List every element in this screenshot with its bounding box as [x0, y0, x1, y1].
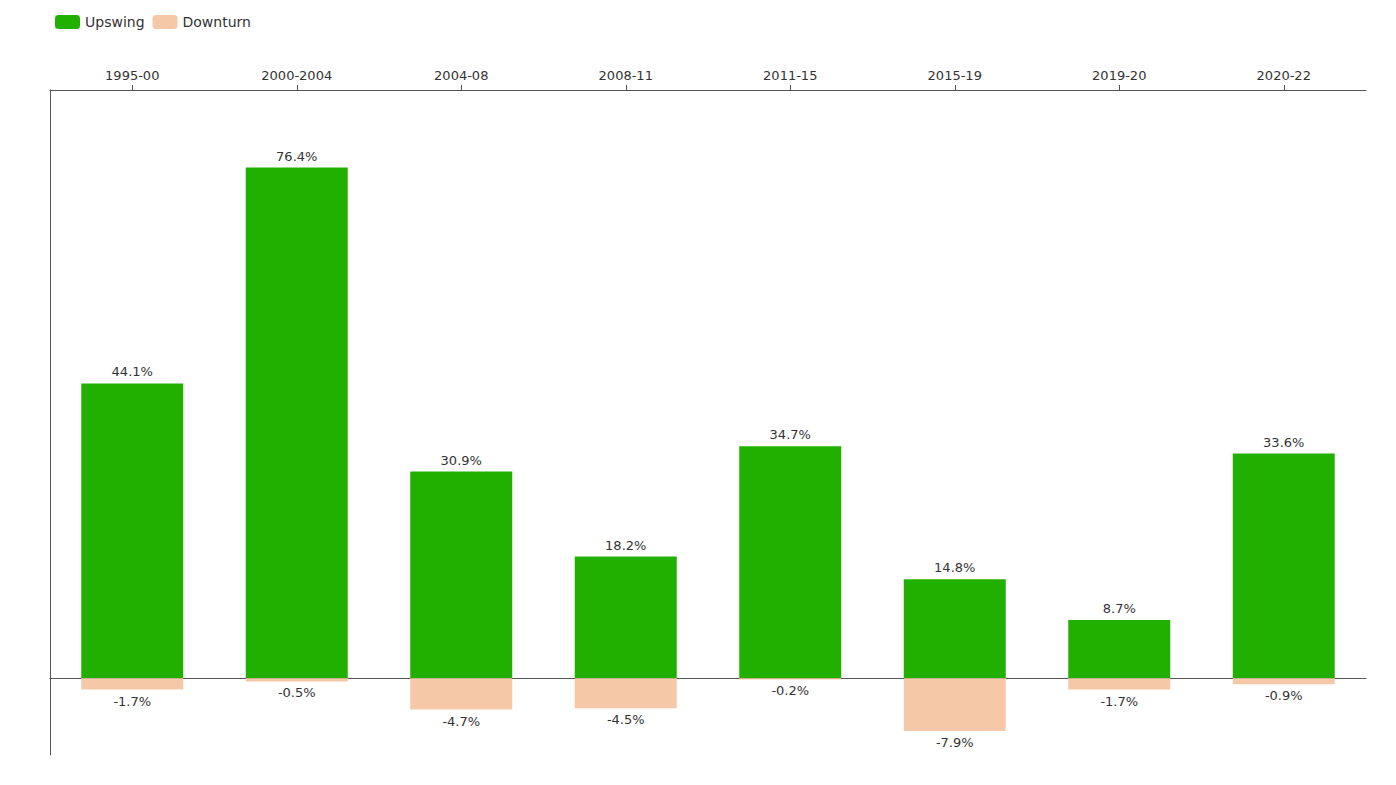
svg-text:8.7%: 8.7%	[1103, 601, 1136, 616]
svg-text:-7.9%: -7.9%	[936, 735, 974, 750]
svg-text:Downturn: Downturn	[183, 14, 251, 30]
svg-text:-1.7%: -1.7%	[1100, 694, 1138, 709]
svg-text:Upswing: Upswing	[85, 14, 145, 30]
svg-text:2000-2004: 2000-2004	[261, 68, 332, 83]
svg-text:2015-19: 2015-19	[928, 68, 982, 83]
svg-text:2004-08: 2004-08	[434, 68, 488, 83]
svg-text:2020-22: 2020-22	[1257, 68, 1311, 83]
svg-text:1995-00: 1995-00	[105, 68, 159, 83]
svg-text:34.7%: 34.7%	[770, 427, 811, 442]
svg-text:-0.2%: -0.2%	[771, 683, 809, 698]
svg-text:30.9%: 30.9%	[441, 453, 482, 468]
svg-text:44.1%: 44.1%	[112, 364, 153, 379]
svg-text:33.6%: 33.6%	[1263, 435, 1304, 450]
svg-text:18.2%: 18.2%	[605, 538, 646, 553]
svg-text:-0.9%: -0.9%	[1265, 688, 1303, 703]
svg-text:-4.7%: -4.7%	[442, 714, 480, 729]
svg-text:14.8%: 14.8%	[934, 560, 975, 575]
svg-text:2011-15: 2011-15	[763, 68, 817, 83]
svg-text:76.4%: 76.4%	[276, 149, 317, 164]
svg-text:2008-11: 2008-11	[599, 68, 653, 83]
svg-text:-1.7%: -1.7%	[113, 694, 151, 709]
svg-text:-0.5%: -0.5%	[278, 685, 316, 700]
svg-text:-4.5%: -4.5%	[607, 712, 645, 727]
svg-text:2019-20: 2019-20	[1092, 68, 1146, 83]
